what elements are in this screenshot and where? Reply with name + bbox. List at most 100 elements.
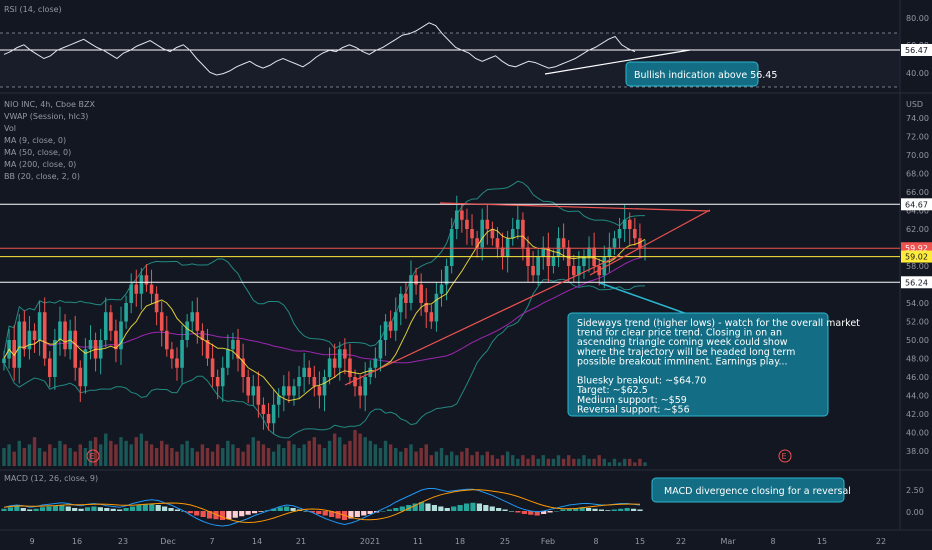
volume-bar [439, 448, 444, 466]
volume-bar [246, 444, 250, 466]
candle-body [149, 284, 154, 294]
volume-bar [307, 440, 311, 466]
volume-bar [58, 440, 62, 466]
candle-body [510, 229, 515, 239]
volume-bar [42, 451, 47, 466]
analysis-callout-line: where the trajectory will be headed long… [577, 347, 795, 358]
candle-body [190, 312, 195, 322]
candle-body [358, 386, 362, 396]
rsi-pane[interactable]: RSI (14, close) 80.00 60.00 40.00 56.47 … [0, 5, 932, 88]
macd-callout[interactable]: MACD divergence closing for a reversal [651, 477, 851, 503]
candle-body [368, 367, 373, 377]
price-tick: 46.00 [906, 373, 929, 382]
candle-body [327, 358, 332, 377]
candle-body [434, 293, 439, 322]
macd-hist-bar [206, 511, 213, 519]
rsi-callout-text: Bullish indication above 56.45 [634, 70, 777, 81]
volume-bar [236, 448, 240, 466]
macd-hist-bar [277, 507, 283, 511]
volume-bar [17, 440, 21, 466]
candle-body [256, 386, 261, 405]
candle-body [271, 404, 276, 424]
candle-body [500, 247, 505, 257]
volume-bar [638, 458, 642, 466]
earnings-marker-2[interactable]: E [778, 449, 792, 463]
rsi-level-tag-text: 56.47 [905, 46, 928, 55]
triangle-upper-trendline[interactable] [439, 202, 711, 212]
volume-bar [144, 440, 149, 466]
macd-hist-bar [245, 511, 251, 515]
volume-bar [48, 444, 52, 466]
macd-hist-bar [14, 506, 20, 511]
indicator-bb: BB (20, close, 2, 0) [4, 172, 80, 181]
volume-bar [261, 444, 266, 466]
indicator-vwap: VWAP (Session, hlc3) [4, 112, 88, 121]
price-tick: 68.00 [906, 170, 929, 179]
candle-body [607, 247, 612, 257]
macd-hist-bar [534, 511, 540, 516]
candle-body [154, 293, 159, 313]
price-tick: 38.00 [906, 447, 929, 456]
rsi-trendline[interactable] [544, 49, 691, 75]
macd-hist-bar [84, 507, 91, 511]
candle-body [53, 340, 57, 377]
rsi-callout-box [625, 61, 759, 87]
candle-body [134, 284, 139, 294]
volume-bar [531, 455, 535, 466]
analysis-callout-line: Sideways trend (higher lows) - watch for… [577, 318, 860, 329]
macd-hist-bar [335, 511, 341, 519]
macd-hist-bar [97, 507, 103, 511]
volume-bar [27, 444, 32, 466]
price-tick: 50.00 [906, 336, 929, 345]
candle-body [622, 219, 627, 229]
candle-body [343, 349, 347, 359]
analysis-callout[interactable]: Sideways trend (higher lows) - watch for… [567, 312, 860, 417]
volume-bar [338, 437, 342, 466]
rsi-label: RSI (14, close) [4, 5, 62, 14]
candle-body [627, 219, 632, 229]
macd-pane[interactable]: MACD (12, 26, close, 9) 2.50 0.00 MACD d… [1, 474, 924, 527]
volume-bar [633, 462, 637, 466]
indicator-ma50: MA (50, close, 0) [4, 148, 71, 157]
candle-body [612, 238, 617, 248]
volume-bar [536, 458, 540, 466]
candle-body [292, 386, 296, 396]
triangle-lower-trendline[interactable] [589, 209, 711, 276]
macd-hist-bar [200, 511, 206, 517]
price-tick: 52.00 [906, 318, 929, 327]
candle-body [17, 321, 22, 368]
candle-body [210, 358, 215, 377]
candle-body [485, 219, 490, 229]
volume-bar [551, 458, 556, 466]
volume-bar [561, 458, 566, 466]
earnings-circle [86, 449, 100, 463]
candle-body [83, 349, 88, 387]
macd-hist-bar [354, 511, 360, 517]
macd-hist-bar [618, 508, 624, 511]
rsi-callout[interactable]: Bullish indication above 56.45 [625, 61, 777, 87]
time-axis[interactable]: 9 16 23 Dec 7 14 21 2021 11 18 25 Feb 8 15 22 Mar 8 15 22 [29, 537, 886, 546]
time-tick: 21 [296, 537, 306, 546]
candle-body [251, 386, 256, 396]
macd-hist-bar [20, 508, 26, 511]
volume-bar [302, 444, 306, 466]
macd-hist-bar [65, 506, 71, 511]
macd-hist-bar [27, 509, 33, 511]
macd-hist-bar [322, 511, 328, 516]
volume-bar [414, 451, 418, 466]
earnings-marker-1[interactable]: E [86, 449, 100, 463]
ascending-support-trendline[interactable] [344, 254, 621, 386]
macd-hist-bar [329, 511, 335, 517]
candle-body [495, 238, 500, 248]
analysis-callout-line: trend for clear price trend. Closing in … [577, 328, 782, 339]
price-pane[interactable]: NIO INC, 4h, Cboe BZX VWAP (Session, hlc… [0, 100, 932, 466]
volume-bar [93, 437, 98, 466]
macd-hist-bar [219, 511, 226, 520]
volume-bar [180, 444, 184, 466]
analysis-callout-line: ascending triangle coming week could sho… [577, 337, 788, 348]
macd-hist-bar [213, 511, 219, 520]
candle-body [246, 377, 250, 396]
candle-body [378, 340, 383, 359]
